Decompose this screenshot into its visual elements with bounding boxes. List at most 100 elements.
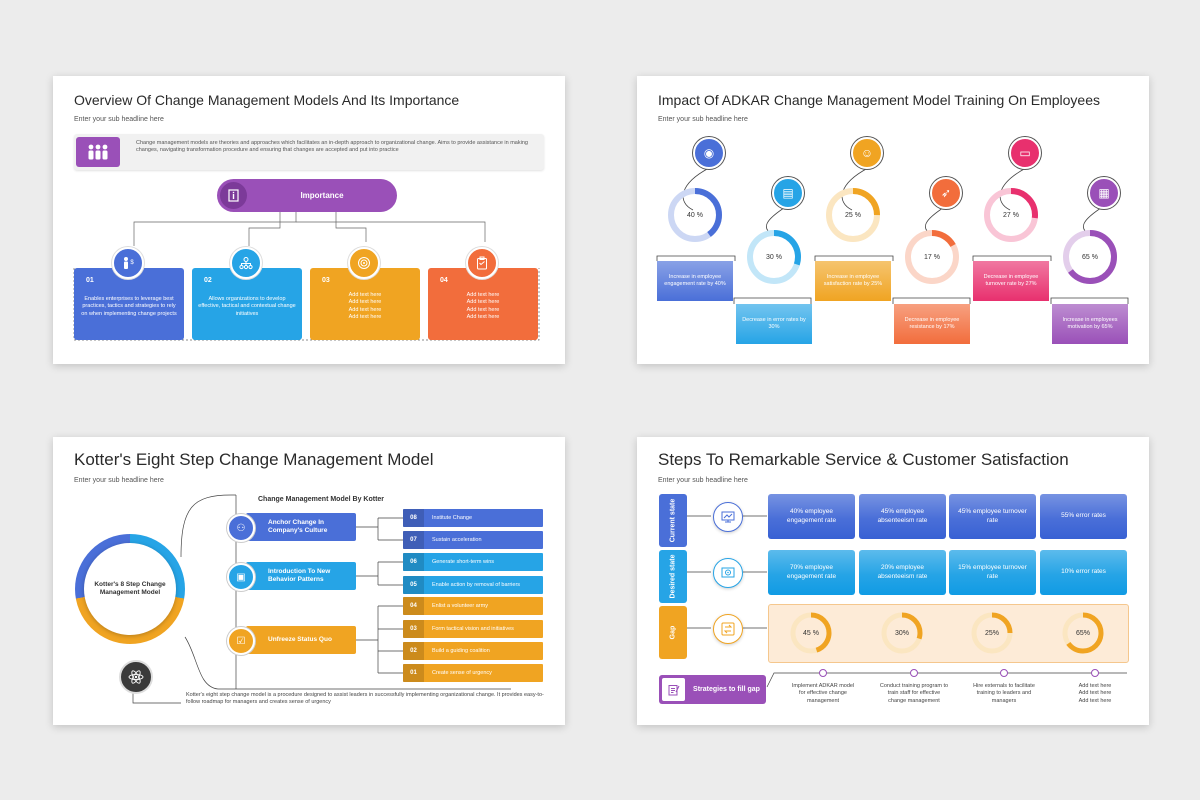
target-icon (348, 247, 380, 279)
percent-label: 30 % (766, 253, 782, 261)
step-number: 04 (403, 597, 424, 615)
chart-icon: ▤ (772, 177, 804, 209)
gap-percent-label: 65% (1075, 629, 1090, 637)
strategies-label: Strategies to fill gap (693, 686, 760, 693)
card-text: Allows organizations to develop effectiv… (198, 296, 296, 317)
slide-title: Steps To Remarkable Service & Customer S… (658, 450, 1069, 469)
exchange-icon (713, 614, 743, 644)
current-cell-3: 45% employee turnover rate (949, 494, 1036, 539)
desired-state-tab: Desired state (659, 550, 687, 603)
atom-icon (119, 660, 153, 694)
percent-ring-2 (747, 230, 801, 284)
info-doc-icon (220, 182, 247, 209)
slide-title: Kotter's Eight Step Change Management Mo… (74, 450, 434, 469)
step-text: Enlist a volunteer army (432, 603, 488, 609)
impact-box-2: Decrease in error rates by 30% (736, 304, 812, 344)
state-connector-lines (687, 515, 1127, 688)
kotter-step-03: 03 Form tactical vision and initiatives (403, 620, 543, 638)
card-text: Enables enterprises to leverage best pra… (81, 296, 177, 317)
impact-text: Increase in employees motivation by 65% (1062, 316, 1118, 330)
intro-panel: Change management models are theories an… (74, 134, 544, 170)
engagement-icon: ◉ (693, 137, 725, 169)
step-text: Institute Change (432, 515, 473, 521)
gap-percent-label: 30% (894, 629, 909, 637)
current-cell-2: 45% employee absenteeism rate (859, 494, 946, 539)
strategy-text-1: Implement ADKAR model for effective chan… (791, 683, 855, 704)
current-value: 45% employee turnover rate (958, 508, 1027, 524)
businessman-dollar-icon: $ (112, 247, 144, 279)
desired-value: 20% employee absenteeism rate (877, 564, 928, 580)
presentation-icon: ▣ (227, 563, 255, 591)
gap-ring-4 (1062, 612, 1104, 654)
desired-value: 10% error rates (1061, 568, 1106, 576)
percent-label: 25 % (845, 211, 861, 219)
step-text: Form tactical vision and initiatives (432, 626, 514, 632)
team-icon (76, 137, 120, 167)
desired-cell-1: 70% employee engagement rate (768, 550, 855, 595)
step-number: 05 (403, 576, 424, 594)
presenter-icon: ▦ (1088, 177, 1120, 209)
target-screen-icon (713, 558, 743, 588)
strategy-dot (910, 669, 918, 677)
desired-value: 70% employee engagement rate (786, 564, 837, 580)
step-number: 07 (403, 531, 424, 549)
card-number: 02 (204, 277, 212, 284)
slide-title: Overview Of Change Management Models And… (74, 92, 460, 108)
percent-label: 65 % (1082, 253, 1098, 261)
slide-service-satisfaction: Steps To Remarkable Service & Customer S… (637, 437, 1149, 725)
percent-label: 17 % (924, 253, 940, 261)
impact-text: Decrease in error rates by 30% (742, 316, 806, 330)
desired-cell-4: 10% error rates (1040, 550, 1127, 595)
step-number: 08 (403, 509, 424, 527)
importance-card-3: 03 Add text here Add text here Add text … (310, 268, 420, 340)
gap-ring-3 (971, 612, 1013, 654)
kotter-group-2: Introduction To New Behavior Patterns (246, 562, 356, 590)
importance-label: Importance (300, 191, 344, 200)
card-number: 04 (440, 277, 448, 284)
gap-label: Gap (669, 625, 677, 640)
org-network-icon (230, 247, 262, 279)
kotter-group-1: Anchor Change In Company's Culture (246, 513, 356, 541)
gap-ring-2 (881, 612, 923, 654)
impact-box-6: Increase in employees motivation by 65% (1052, 304, 1128, 344)
card-text: Add text here Add text here Add text her… (466, 292, 500, 321)
slide-subtitle: Enter your sub headline here (658, 116, 748, 123)
step-text: Enable action by removal of barriers (432, 582, 521, 588)
ring-fill (747, 230, 801, 284)
ring-fill (826, 188, 880, 242)
slide-kotter-eight-step: Kotter's Eight Step Change Management Mo… (53, 437, 565, 725)
slide-subtitle: Enter your sub headline here (74, 116, 164, 123)
importance-card-4: 04 Add text here Add text here Add text … (428, 268, 538, 340)
impact-box-5: Decrease in employee turnover rate by 27… (973, 261, 1049, 301)
slide-change-models-overview: Overview Of Change Management Models And… (53, 76, 565, 364)
impact-text: Decrease in employee turnover rate by 27… (983, 273, 1039, 287)
ring-fill (1062, 612, 1104, 654)
strategy-dot (1000, 669, 1008, 677)
step-text: Generate short-term wins (432, 559, 495, 565)
ring-fill (905, 230, 959, 284)
current-value: 40% employee engagement rate (786, 508, 837, 524)
percent-ring-1 (668, 188, 722, 242)
step-number: 01 (403, 664, 424, 682)
impact-box-3: Increase in employee satisfaction rate b… (815, 261, 891, 301)
group-label: Unfreeze Status Quo (268, 635, 332, 643)
strategies-tab: Strategies to fill gap (659, 675, 766, 704)
current-value: 45% employee absenteeism rate (877, 508, 928, 524)
impact-text: Increase in employee satisfaction rate b… (823, 273, 883, 287)
slide-subtitle: Enter your sub headline here (74, 477, 164, 484)
checklist-icon: ☑ (227, 627, 255, 655)
step-text: Build a guiding coalition (432, 648, 490, 654)
kotter-step-01: 01 Create sense of urgency (403, 664, 543, 682)
impact-text: Decrease in employee resistance by 17% (904, 316, 960, 330)
strategy-note-icon (662, 678, 685, 701)
gap-ring-1 (790, 612, 832, 654)
slide-title: Impact Of ADKAR Change Management Model … (658, 92, 1100, 108)
impact-text: Increase in employee engagement rate by … (664, 273, 726, 287)
percent-ring-5 (984, 188, 1038, 242)
step-number: 06 (403, 553, 424, 571)
current-cell-1: 40% employee engagement rate (768, 494, 855, 539)
kotter-step-08: 08 Institute Change (403, 509, 543, 527)
svg-text:$: $ (130, 260, 134, 266)
desired-state-label: Desired state (669, 554, 677, 599)
group-label: Introduction To New Behavior Patterns (268, 567, 331, 583)
